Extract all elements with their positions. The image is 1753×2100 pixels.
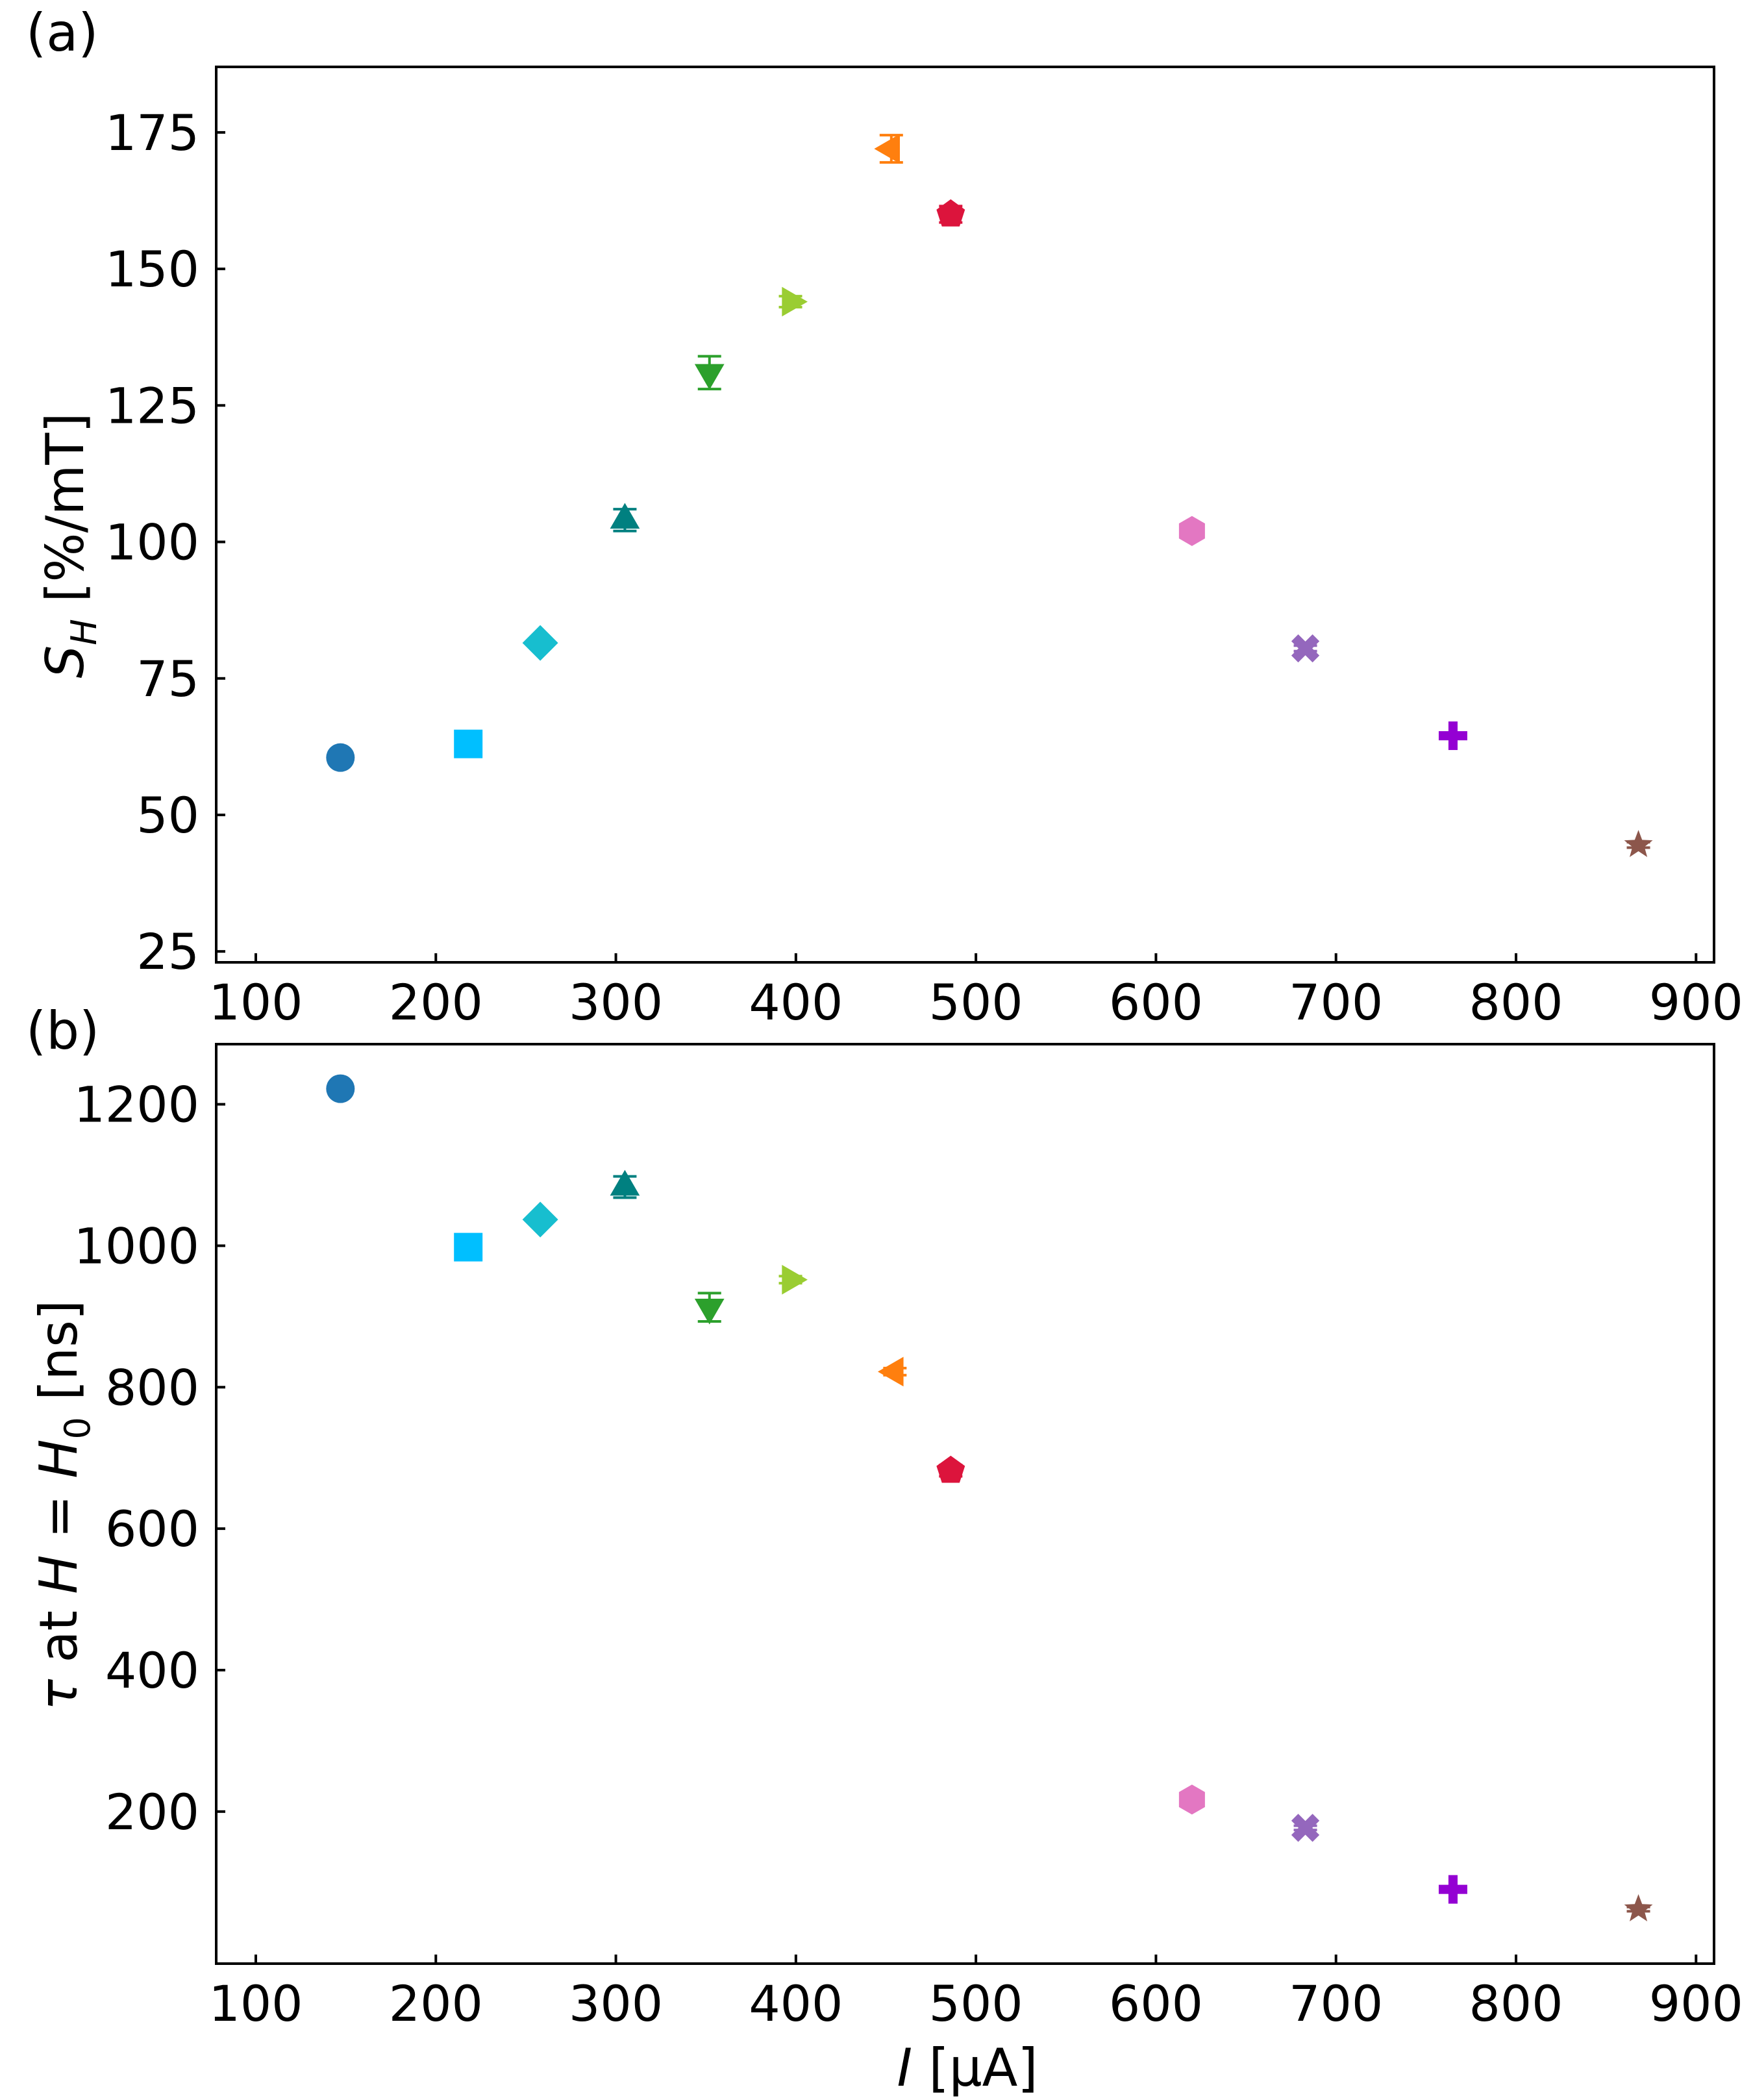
panel-b-data-point-circle	[326, 1074, 355, 1103]
panel-b-y-axis-label: τ at H = H0 [ns]	[29, 1300, 98, 1710]
panel-b: (b) τ at H = H0 [ns] I [μA] 100 200 300 400…	[26, 1001, 1743, 2098]
panel-b-x-tick-label: 500	[929, 1975, 1023, 2032]
panel-b-x-tick-label: 800	[1469, 1975, 1563, 2032]
panel-b-y-tick-label: 800	[105, 1358, 199, 1416]
panel-a-data-point-square	[454, 729, 483, 758]
panel-b-x-axis-label: I [μA]	[897, 2038, 1038, 2098]
panel-b-data-point-triangle-up	[610, 1169, 640, 1196]
panel-b-data-point-plus-filled	[1438, 1875, 1467, 1904]
panel-a-y-tick-label: 25	[136, 923, 199, 981]
panel-b-data-point-pentagon	[936, 1455, 965, 1483]
panel-a-data-point-triangle-down	[694, 364, 725, 390]
panel-a-data-point-triangle-left	[874, 134, 901, 164]
panel-b-data-point-triangle-left	[877, 1356, 904, 1387]
panel-a-data-point-triangle-up	[610, 503, 640, 529]
panel-a-data-point-pentagon	[936, 199, 965, 227]
panel-a-data-point-plus-filled	[1438, 721, 1467, 751]
panel-a-x-tick-label: 700	[1289, 973, 1383, 1031]
panel-a-y-axis-label: SH [%/mT]	[35, 412, 105, 678]
panel-a-label: (a)	[26, 3, 98, 63]
panel-b-data-point-hexagon	[1178, 1784, 1205, 1815]
panel-b-data-point-triangle-down	[694, 1298, 725, 1325]
panel-a-y-tick-label: 75	[136, 650, 199, 708]
panel-a-y-tick-label: 100	[105, 514, 199, 571]
panel-b-x-tick-label: 700	[1289, 1975, 1383, 2032]
panel-b-label: (b)	[26, 1001, 99, 1061]
panel-b-x-tick-label: 400	[749, 1975, 843, 2032]
panel-b-y-tick-label: 400	[105, 1642, 199, 1699]
panel-b-data-point-triangle-right	[782, 1264, 808, 1295]
panel-a-data-point-triangle-right	[782, 286, 808, 317]
panel-b-data-point-square	[454, 1232, 483, 1262]
panel-b-x-tick-label: 200	[389, 1975, 483, 2032]
panel-a-y-tick-label: 175	[105, 104, 199, 162]
panel-a-x-tick-label: 500	[929, 973, 1023, 1031]
panel-b-plot-area: 100 200 300 400 500 600 700 800 900 200 400 600 800 1…	[74, 1043, 1743, 2032]
panel-a-data-point-hexagon	[1178, 516, 1205, 546]
panel-a-plot-area: 100 200 300 400 500 600 700 800 900 25 50 75 100 125 1…	[105, 66, 1743, 1031]
panel-b-x-tick-label: 300	[569, 1975, 663, 2032]
panel-b-x-tick-label: 100	[208, 1975, 303, 2032]
panel-b-y-tick-label: 200	[105, 1783, 199, 1841]
panel-b-data-point-star	[1624, 1894, 1653, 1921]
panel-a: (a) SH [%/mT] 100 200 300 400 500 600 700 800 90…	[26, 3, 1743, 1031]
panel-a-x-tick-label: 800	[1469, 973, 1563, 1031]
panel-b-data-point-x-filled	[1291, 1814, 1320, 1842]
panel-b-x-tick-label: 600	[1109, 1975, 1203, 2032]
panel-a-x-tick-label: 600	[1109, 973, 1203, 1031]
panel-b-frame	[215, 1043, 1715, 1965]
panel-a-data-point-diamond	[522, 625, 558, 661]
panel-a-x-tick-label: 300	[569, 973, 663, 1031]
panel-b-y-tick-label: 1000	[74, 1217, 199, 1275]
panel-b-y-tick-label: 1200	[74, 1076, 199, 1134]
panel-a-frame	[215, 66, 1715, 964]
panel-b-data-point-diamond	[522, 1201, 558, 1238]
panel-a-x-tick-label: 200	[389, 973, 483, 1031]
panel-a-y-tick-label: 150	[105, 240, 199, 298]
panel-a-data-point-star	[1624, 830, 1653, 857]
panel-a-y-tick-label: 50	[136, 786, 199, 844]
panel-b-x-tick-label: 900	[1649, 1975, 1743, 2032]
panel-a-x-tick-label: 900	[1649, 973, 1743, 1031]
panel-a-data-point-x-filled	[1291, 634, 1320, 663]
panel-a-x-tick-label: 400	[749, 973, 843, 1031]
panel-a-data-point-circle	[326, 743, 355, 772]
panel-b-y-tick-label: 600	[105, 1500, 199, 1558]
panel-a-x-tick-label: 100	[208, 973, 303, 1031]
panel-a-y-tick-label: 125	[105, 377, 199, 434]
